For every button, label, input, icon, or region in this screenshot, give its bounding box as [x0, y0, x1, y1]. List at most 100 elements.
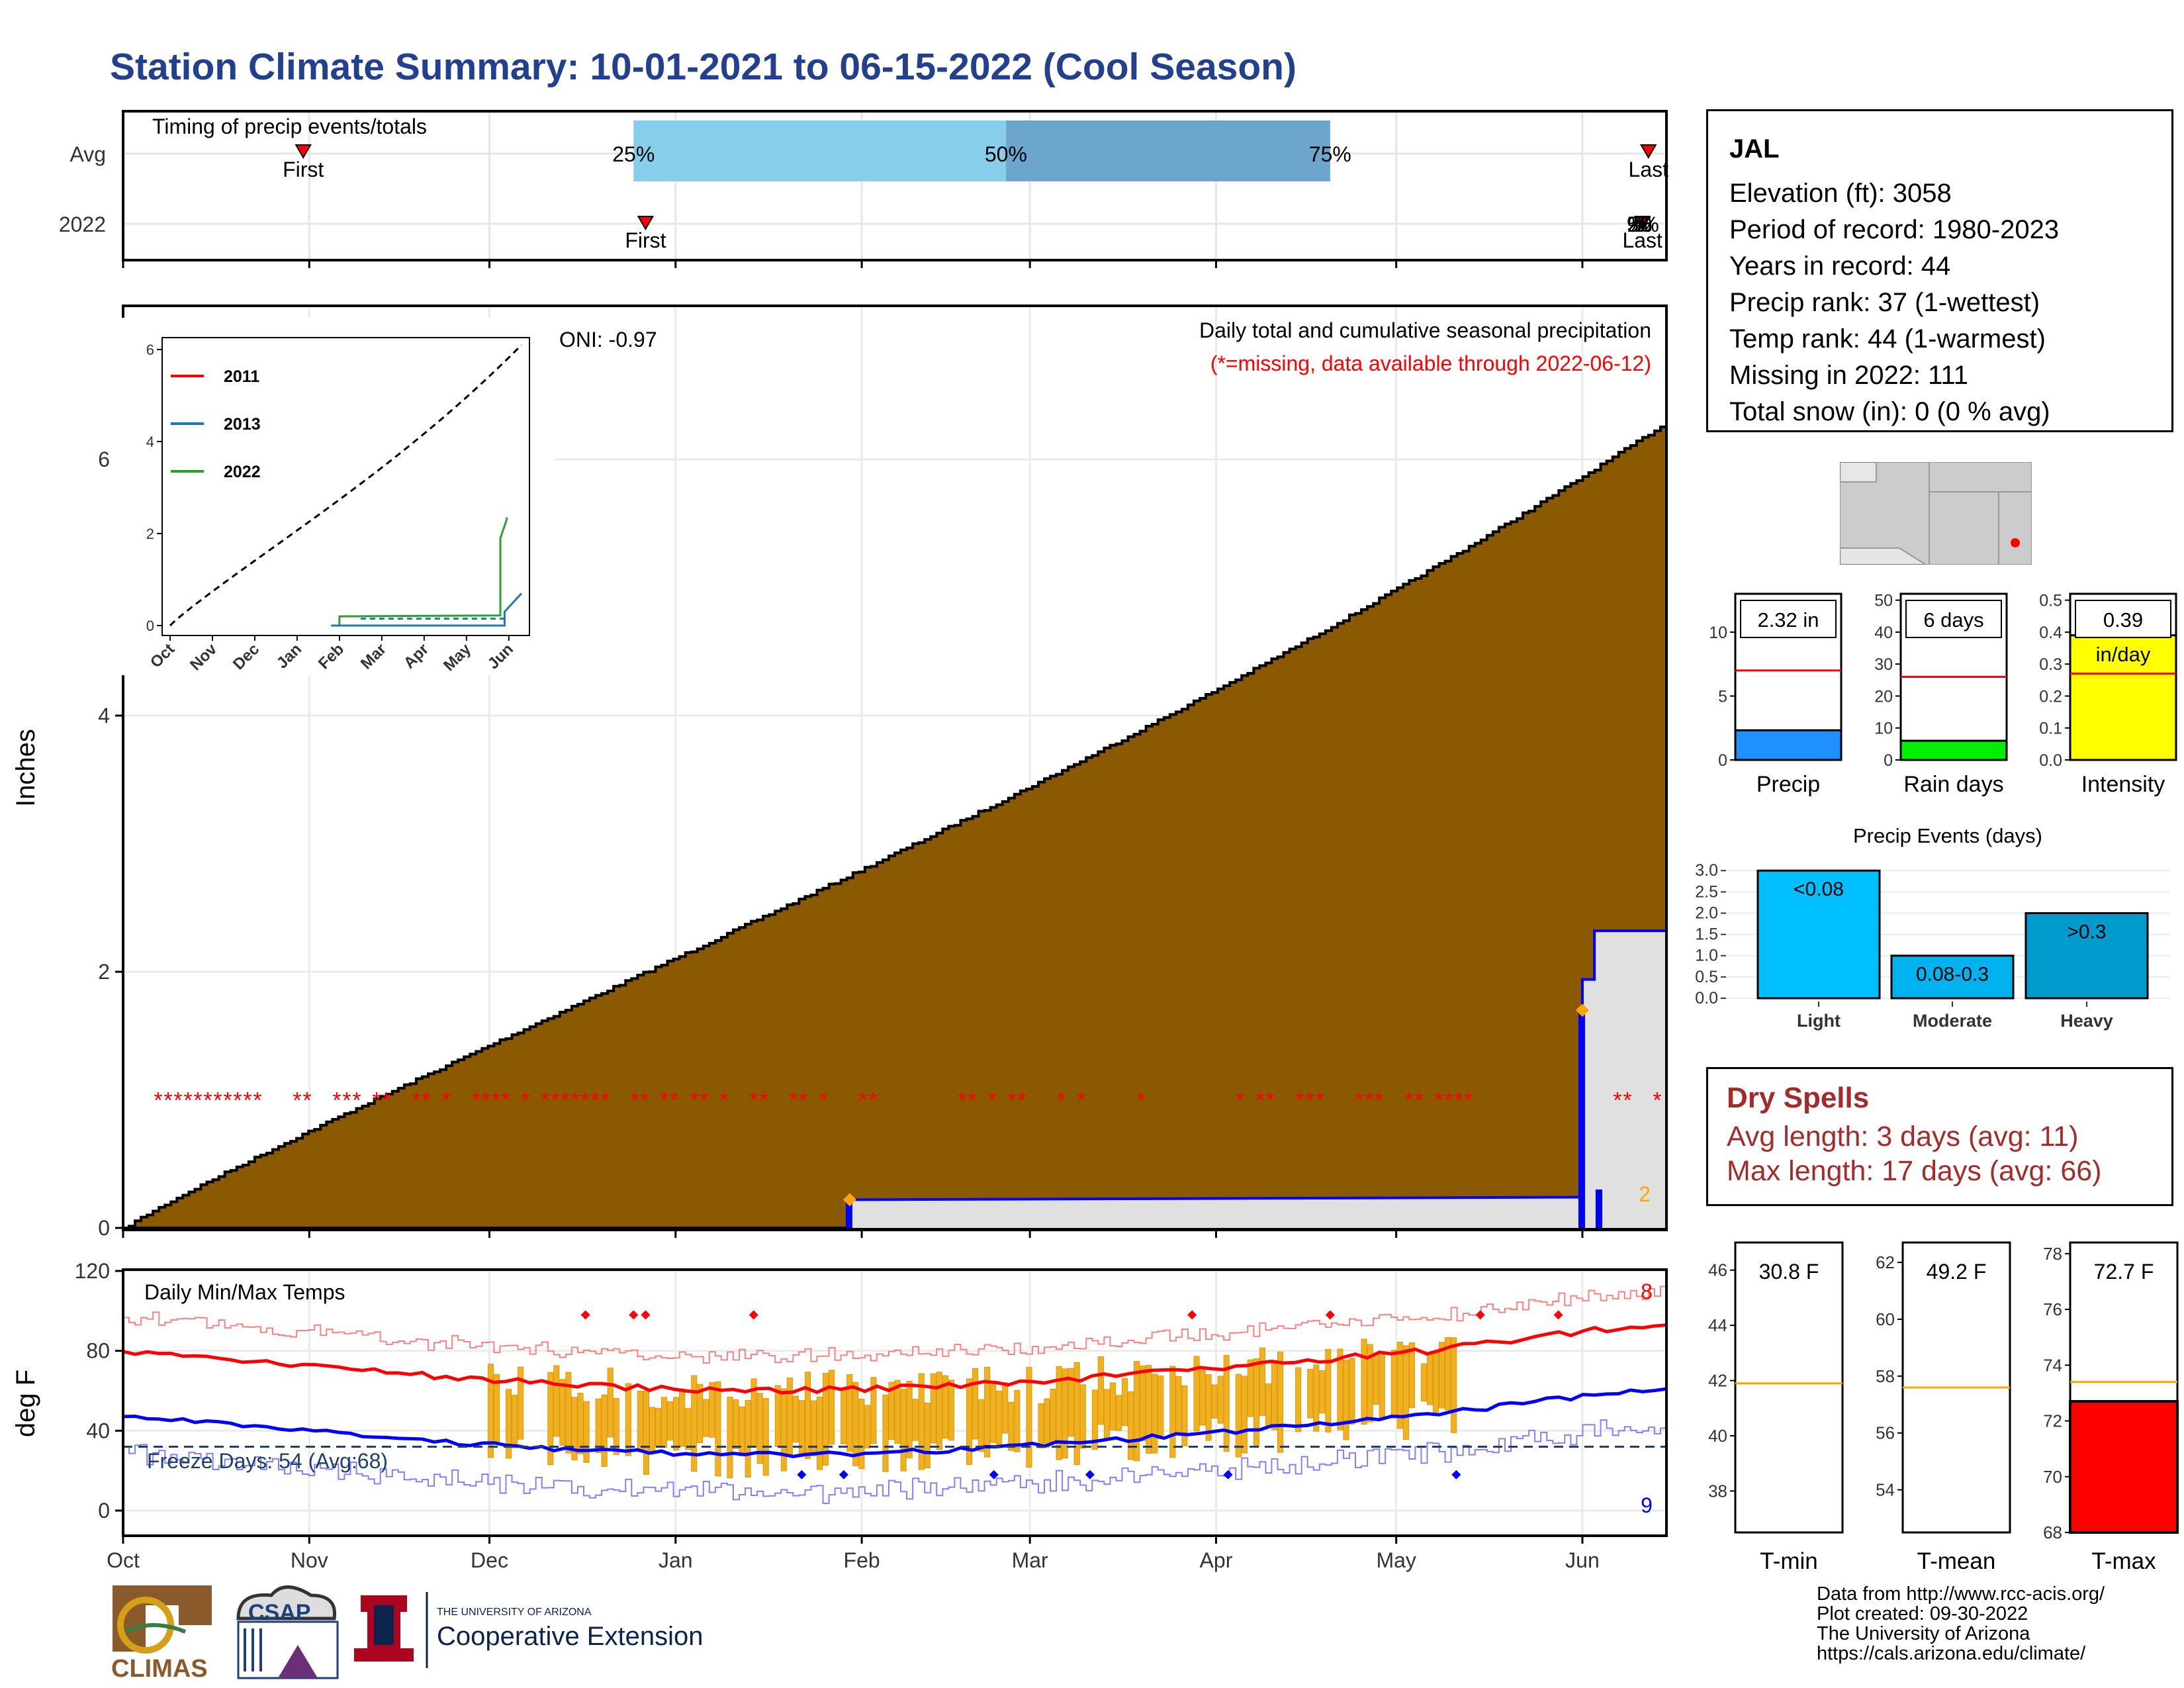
daily-temp-bar: [816, 1396, 823, 1470]
record-low-marker: [1451, 1470, 1461, 1479]
missing-marker: *: [1365, 1088, 1373, 1113]
credit-line: Data from http://www.rcc-acis.org/: [1817, 1583, 2105, 1605]
missing-marker: *: [352, 1088, 361, 1113]
record-low-marker: [1085, 1470, 1095, 1479]
daily-temp-bar: [518, 1366, 524, 1440]
daily-temp-bar: [1271, 1361, 1278, 1430]
station-line: Elevation (ft): 3058: [1729, 179, 1952, 208]
daily-temp-bar: [660, 1397, 668, 1448]
missing-marker: *: [1444, 1088, 1453, 1113]
mini-ytick-label: 0.5: [2039, 592, 2062, 610]
daily-temp-bar: [547, 1372, 554, 1466]
daily-temp-bar: [1349, 1358, 1355, 1425]
avg-min-line: [122, 1387, 1667, 1458]
csap-logo: CSAP: [236, 1585, 339, 1679]
daily-temp-bar: [774, 1385, 781, 1447]
min-count: 9: [1641, 1493, 1653, 1517]
missing-marker: *: [163, 1088, 172, 1113]
daily-temp-bar: [1259, 1347, 1265, 1416]
mini-ytick-label: 50: [1874, 592, 1893, 610]
legend-label: 2022: [224, 463, 261, 481]
daily-temp-bar: [1134, 1361, 1140, 1462]
daily-temp-bar: [1235, 1374, 1242, 1458]
record-high-marker: [749, 1310, 758, 1320]
daily-temp-bar: [1175, 1376, 1182, 1434]
tbar-ytick-label: 46: [1708, 1260, 1727, 1280]
daily-temp-bar: [918, 1373, 925, 1470]
event-category: Light: [1797, 1011, 1841, 1031]
temp-bars: 30.8 F 38 40 42 44 46 T-min 49.2 F 54 56 58 60 62 T-m…: [1708, 1241, 2179, 1574]
missing-marker: *: [213, 1088, 222, 1113]
daily-temp-bar: [1361, 1338, 1367, 1425]
mini-value-label: 2.32 in: [1757, 608, 1819, 632]
missing-marker: *: [233, 1088, 242, 1113]
daily-temp-bar: [841, 1390, 847, 1444]
mini-title: Rain days: [1903, 772, 2003, 797]
missing-marker: *: [1017, 1088, 1026, 1113]
missing-marker: *: [1305, 1088, 1314, 1113]
daily-temp-bar: [846, 1374, 853, 1452]
events-ytick-label: 2.0: [1695, 904, 1718, 922]
daily-temp-bar: [1396, 1342, 1403, 1429]
events-title: Precip Events (days): [1853, 824, 2042, 847]
temp-chart: 0 40 80 120 Oct Nov Dec Jan Feb Mar Apr May Jun deg F…: [11, 1259, 1668, 1572]
daily-temp-bar: [607, 1368, 614, 1438]
mini-value-label: 0.39: [2103, 608, 2143, 632]
event-bar: [1890, 955, 2015, 1000]
missing-marker: *: [501, 1088, 510, 1113]
inset-ytick-label: 0: [146, 618, 154, 634]
missing-marker: *: [521, 1088, 529, 1113]
mini-value-box: [2075, 600, 2171, 638]
missing-marker: *: [561, 1088, 569, 1113]
missing-marker: *: [203, 1088, 212, 1113]
row-label: 2022: [59, 212, 106, 236]
daily-temp-bar: [1002, 1382, 1009, 1434]
daily-temp-bar: [703, 1399, 709, 1437]
mini-bar: [1899, 739, 2008, 761]
tbar-ytick-label: 54: [1876, 1480, 1895, 1500]
legend-label: 2013: [224, 415, 261, 434]
daily-temp-bar: [1169, 1366, 1176, 1458]
tbar-bar: [2069, 1400, 2179, 1534]
row-label: Avg: [69, 142, 106, 166]
missing-marker: *: [700, 1088, 708, 1113]
tbar-ytick-label: 40: [1708, 1426, 1727, 1446]
missing-marker: *: [1623, 1088, 1631, 1113]
tbar-frame: [1734, 1241, 1844, 1534]
band-50-75: [1005, 120, 1330, 181]
daily-temp-bar: [1115, 1395, 1122, 1431]
daily-temp-bar: [1379, 1354, 1385, 1420]
daily-temp-bar: [745, 1399, 751, 1477]
plot-frame: [122, 305, 1668, 1231]
daily-temp-bar: [1050, 1389, 1056, 1443]
missing-marker: *: [968, 1088, 976, 1113]
missing-marker: *: [1434, 1088, 1443, 1113]
credit-line: https://cals.arizona.edu/climate/: [1817, 1643, 2086, 1664]
daily-temp-bar: [733, 1399, 739, 1449]
station-line: Total snow (in): 0 (0 % avg): [1729, 397, 2050, 426]
timing-arrow-label: Last: [1622, 228, 1662, 252]
tbar-ytick-label: 38: [1708, 1481, 1727, 1501]
timing-frame: [122, 110, 1668, 261]
xtick-label: Nov: [291, 1548, 328, 1572]
daily-temp-bar: [894, 1380, 901, 1444]
daily-temp-bar: [1439, 1342, 1445, 1409]
mini-ytick-label: 30: [1874, 655, 1893, 674]
ytick-label: 120: [75, 1259, 110, 1283]
missing-marker: *: [759, 1088, 768, 1113]
record-low-marker: [839, 1470, 848, 1479]
daily-bar: [1578, 1010, 1585, 1228]
daily-temp-bar: [1247, 1359, 1253, 1417]
daily-temp-bar: [1044, 1398, 1050, 1448]
missing-marker: *: [183, 1088, 192, 1113]
mini-title: Precip: [1756, 772, 1820, 797]
daily-temp-bar: [512, 1395, 518, 1448]
missing-marker: *: [382, 1088, 390, 1113]
tbar-value-label: 49.2 F: [1927, 1260, 1987, 1284]
daily-temp-bar: [936, 1372, 942, 1450]
mini-ytick-label: 0: [1884, 751, 1893, 770]
daily-temp-bar: [577, 1393, 584, 1454]
events-ytick-label: 0.0: [1695, 989, 1718, 1008]
daily-temp-bar: [792, 1395, 799, 1443]
daily-temp-bar: [1181, 1385, 1188, 1446]
